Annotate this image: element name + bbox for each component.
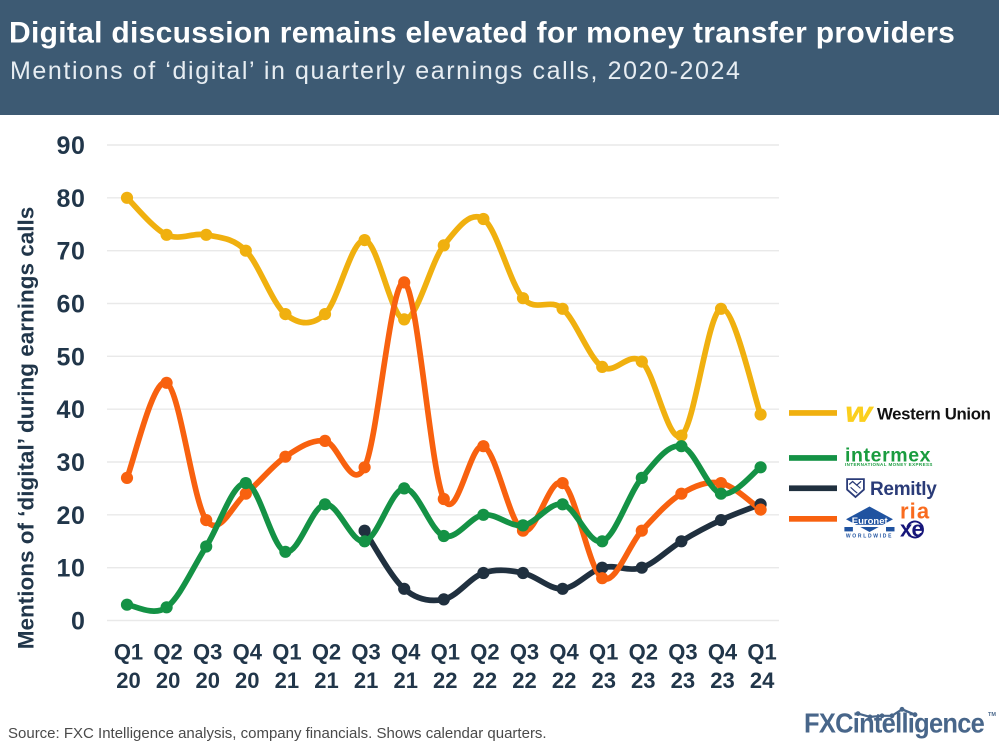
svg-text:60: 60 bbox=[56, 291, 85, 319]
svg-text:22: 22 bbox=[552, 668, 576, 693]
svg-text:Remitly: Remitly bbox=[870, 479, 937, 500]
svg-text:22: 22 bbox=[512, 668, 536, 693]
svg-text:21: 21 bbox=[275, 668, 299, 693]
svg-text:Q2: Q2 bbox=[312, 640, 341, 665]
svg-text:Q4: Q4 bbox=[391, 640, 421, 665]
svg-text:Q4: Q4 bbox=[708, 640, 738, 665]
svg-text:Q3: Q3 bbox=[351, 640, 380, 665]
svg-text:23: 23 bbox=[710, 668, 734, 693]
svg-text:10: 10 bbox=[56, 555, 85, 583]
svg-text:23: 23 bbox=[591, 668, 615, 693]
svg-text:23: 23 bbox=[671, 668, 695, 693]
svg-text:Q1: Q1 bbox=[747, 640, 776, 665]
svg-text:Q4: Q4 bbox=[233, 640, 263, 665]
svg-text:Q1: Q1 bbox=[272, 640, 301, 665]
svg-text:Q1: Q1 bbox=[114, 640, 143, 665]
svg-text:FXCintelligence: FXCintelligence bbox=[804, 707, 984, 738]
svg-text:80: 80 bbox=[56, 185, 85, 213]
svg-text:Mentions of ‘digital’ in quart: Mentions of ‘digital’ in quarterly earni… bbox=[10, 57, 742, 85]
svg-text:WORLDWIDE: WORLDWIDE bbox=[846, 534, 893, 540]
svg-text:TM: TM bbox=[988, 712, 996, 718]
svg-text:Q3: Q3 bbox=[510, 640, 539, 665]
svg-text:Euronet: Euronet bbox=[852, 516, 889, 527]
svg-text:Q2: Q2 bbox=[153, 640, 182, 665]
svg-text:30: 30 bbox=[56, 449, 85, 477]
svg-text:22: 22 bbox=[433, 668, 457, 693]
svg-text:intermex: intermex bbox=[845, 445, 931, 467]
svg-text:Q4: Q4 bbox=[549, 640, 579, 665]
svg-text:ria: ria bbox=[900, 499, 930, 524]
svg-text:Q1: Q1 bbox=[431, 640, 460, 665]
svg-text:40: 40 bbox=[56, 396, 85, 424]
svg-text:Q3: Q3 bbox=[668, 640, 697, 665]
svg-text:21: 21 bbox=[393, 668, 417, 693]
svg-text:90: 90 bbox=[56, 132, 85, 160]
svg-text:50: 50 bbox=[56, 343, 85, 371]
svg-text:W: W bbox=[845, 403, 874, 427]
svg-text:Mentions of ‘digital’ during e: Mentions of ‘digital’ during earnings ca… bbox=[14, 207, 39, 650]
svg-text:20: 20 bbox=[156, 668, 180, 693]
svg-text:24: 24 bbox=[750, 668, 775, 693]
svg-text:Digital discussion remains ele: Digital discussion remains elevated for … bbox=[9, 17, 955, 50]
svg-text:20: 20 bbox=[116, 668, 140, 693]
svg-text:0: 0 bbox=[71, 608, 86, 636]
svg-text:20: 20 bbox=[195, 668, 219, 693]
svg-text:Q2: Q2 bbox=[629, 640, 658, 665]
svg-text:Q2: Q2 bbox=[470, 640, 499, 665]
svg-text:22: 22 bbox=[473, 668, 497, 693]
svg-text:INTERNATIONAL MONEY EXPRESS: INTERNATIONAL MONEY EXPRESS bbox=[845, 462, 933, 467]
svg-text:23: 23 bbox=[631, 668, 655, 693]
svg-text:Western Union: Western Union bbox=[877, 405, 991, 424]
svg-text:21: 21 bbox=[354, 668, 378, 693]
svg-text:20: 20 bbox=[235, 668, 259, 693]
svg-text:Q1: Q1 bbox=[589, 640, 618, 665]
svg-text:70: 70 bbox=[56, 238, 85, 266]
svg-text:Source: FXC Intelligence analy: Source: FXC Intelligence analysis, compa… bbox=[8, 725, 547, 742]
svg-text:21: 21 bbox=[314, 668, 338, 693]
svg-text:20: 20 bbox=[56, 502, 85, 530]
svg-text:Q3: Q3 bbox=[193, 640, 222, 665]
